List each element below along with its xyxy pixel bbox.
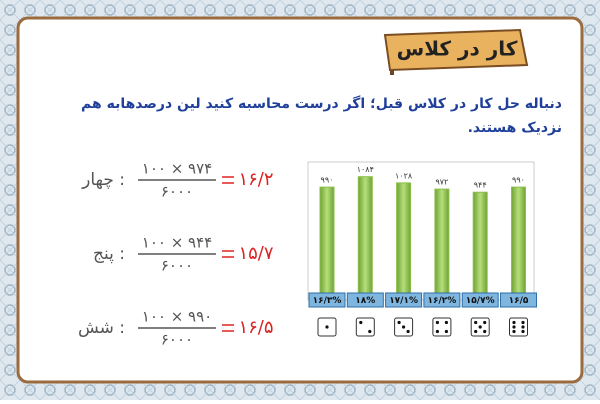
pip — [521, 320, 525, 325]
pip — [397, 320, 401, 325]
bar-value-label: ۹۹۰ — [512, 176, 525, 185]
eq-numerator: ۹۷۴ × ۱۰۰ — [142, 160, 212, 178]
die — [509, 317, 528, 337]
eq-result: ۱۶/۵ — [238, 317, 273, 338]
pip — [474, 320, 478, 325]
pip — [359, 320, 363, 325]
pip — [483, 320, 487, 325]
pip — [521, 325, 525, 329]
pip — [435, 329, 439, 334]
pip — [478, 325, 482, 329]
percent-box — [385, 292, 423, 308]
eq-denominator: ۶۰۰۰ — [161, 183, 193, 201]
bar-value-label: ۹۹۰ — [321, 176, 334, 185]
pip — [521, 329, 525, 334]
percent-label: ۱۵/۷% — [466, 296, 495, 306]
pip — [368, 329, 372, 334]
percent-box — [308, 292, 346, 308]
pip — [406, 329, 410, 334]
die — [432, 317, 452, 337]
bar — [511, 186, 526, 298]
percent-label: ۱۷/۱% — [389, 296, 418, 306]
pip — [402, 325, 406, 329]
pip — [444, 320, 448, 325]
eq-result: ۱۶/۲ — [238, 169, 273, 190]
bar — [396, 182, 412, 298]
chart-area — [307, 161, 535, 301]
percent-label: ۱۶/۲% — [428, 296, 457, 306]
percent-box — [500, 292, 537, 308]
pip — [474, 329, 478, 334]
chart: ۹۹۰ ۱۶/۳% ۱۰۸۴ ۱۸% ۱۰۲۸ ۱۷/۱% ۹۷۲ ۱۶/۲% ۹۴۴ ۱۵/۷%… — [307, 161, 537, 337]
percent-box — [346, 292, 384, 308]
eq-result: ۱۵/۷ — [238, 243, 273, 264]
pip — [444, 329, 448, 334]
instruction-line-1: دنباله حل کار در کلاس قبل؛ اگر درست محاس… — [76, 95, 562, 136]
pip — [483, 329, 487, 334]
bar-value-label: ۱۰۲۸ — [395, 171, 413, 180]
eq-denominator: ۶۰۰۰ — [161, 331, 193, 349]
percent-label: ۱۶/۵ — [509, 296, 529, 306]
bar-value-label: ۹۴۴ — [474, 181, 487, 190]
bar-value-label: ۱۰۸۴ — [357, 165, 374, 174]
eq-label: : چهار — [81, 170, 125, 190]
header-title: کار در کلاس — [397, 37, 518, 61]
die — [355, 317, 375, 337]
bar — [472, 191, 488, 298]
bar — [357, 176, 373, 298]
pip — [512, 325, 516, 329]
eq-numerator: ۹۴۴ × ۱۰۰ — [142, 234, 212, 252]
percent-label: ۱۶/۳% — [313, 296, 342, 306]
percent-box — [461, 292, 499, 308]
pip — [512, 320, 516, 325]
percent-box — [423, 292, 461, 308]
percent-label: ۱۸% — [355, 296, 375, 306]
eq-numerator: ۹۹۰ × ۱۰۰ — [142, 308, 212, 326]
eq-label: : شش — [78, 318, 125, 338]
bar — [319, 186, 335, 298]
bar-value-label: ۹۷۲ — [435, 178, 448, 187]
pip — [435, 320, 439, 325]
bar — [434, 188, 450, 298]
pip — [325, 325, 329, 329]
eq-denominator: ۶۰۰۰ — [161, 257, 193, 275]
pip — [512, 329, 516, 334]
eq-label: : پنج — [93, 244, 125, 264]
equations: : چهار ۹۷۴ × ۱۰۰ ۶۰۰۰ ۱۶/۲ : پنج ۹۴۴ × ۱۰۰ ۶۰۰… — [78, 160, 274, 349]
sign: کار در کلاس — [383, 28, 529, 75]
